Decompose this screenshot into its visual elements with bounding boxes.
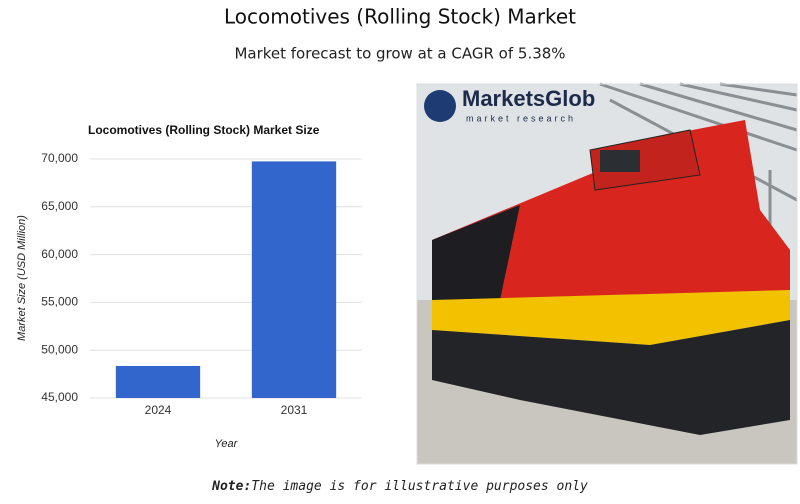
note-text: The image is for illustrative purposes o… xyxy=(251,479,588,494)
photo-frame xyxy=(416,83,798,465)
photo-loco-dark xyxy=(432,205,520,300)
bar xyxy=(251,161,337,398)
photo-stripe xyxy=(432,290,790,345)
logo-tagline: market research xyxy=(466,113,576,123)
y-tick-label: 70,000 xyxy=(41,151,78,165)
y-tick-label: 50,000 xyxy=(41,342,78,356)
note-label: Note: xyxy=(211,479,251,494)
photo-window xyxy=(600,150,640,172)
photo: MarketsGlob market research xyxy=(416,82,798,465)
chart-title: Locomotives (Rolling Stock) Market Size xyxy=(88,123,320,137)
x-tick-label: 2024 xyxy=(145,403,172,417)
photo-undercarriage xyxy=(432,320,790,435)
logo-icon xyxy=(424,90,456,122)
photo-loco-body xyxy=(432,120,790,330)
page-title: Locomotives (Rolling Stock) Market xyxy=(224,5,576,29)
logo-text: MarketsGlob xyxy=(462,86,595,111)
y-axis-label: Market Size (USD Million) xyxy=(16,215,28,341)
x-axis-label: Year xyxy=(215,438,239,450)
photo-loco-cab xyxy=(589,129,701,191)
page-subtitle: Market forecast to grow at a CAGR of 5.3… xyxy=(234,45,565,63)
y-tick-label: 60,000 xyxy=(41,247,78,261)
y-tick-label: 55,000 xyxy=(41,295,78,309)
x-tick-label: 2031 xyxy=(281,403,308,417)
chart: Locomotives (Rolling Stock) Market Size … xyxy=(16,123,362,450)
note: Note:The image is for illustrative purpo… xyxy=(211,479,588,494)
bar xyxy=(115,365,201,398)
y-tick-label: 45,000 xyxy=(41,390,78,404)
y-tick-label: 65,000 xyxy=(41,199,78,213)
